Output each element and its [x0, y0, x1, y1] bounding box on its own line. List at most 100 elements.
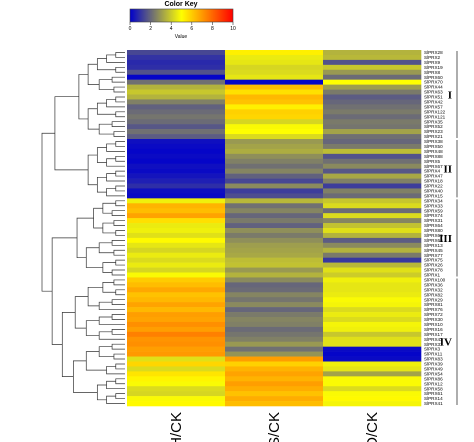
heatmap-cell [323, 104, 422, 110]
heatmap-cell [323, 119, 422, 125]
dendrogram-branch [54, 96, 89, 171]
dendrogram-branch [85, 351, 107, 371]
dendrogram-branch [115, 200, 125, 207]
row-label: SlPRX38 [424, 139, 443, 144]
heatmap-cell [323, 282, 422, 288]
heatmap-cell [323, 346, 422, 352]
heatmap-cell [323, 198, 422, 204]
heatmap-cell [225, 143, 324, 150]
heatmap-cell [225, 69, 324, 76]
heatmap-cell [323, 64, 422, 71]
row-label: SlPRX67 [424, 164, 443, 169]
heatmap-cell [127, 198, 226, 204]
heatmap-cell [225, 381, 324, 387]
heatmap-cell [127, 317, 226, 323]
row-label: SlPRX15 [424, 193, 443, 198]
heatmap-cell [323, 297, 422, 303]
row-label: SlPRX51 [424, 95, 443, 100]
heatmap-cell [323, 376, 422, 382]
row-label: SlPRX17 [424, 332, 443, 337]
heatmap-cell [127, 282, 226, 288]
row-label: SlPRX35 [424, 119, 443, 124]
row-label: SlPRX61 [424, 391, 443, 396]
dendrogram-branch [76, 217, 94, 259]
heatmap-cell [225, 282, 324, 288]
dendrogram-branch [51, 237, 78, 345]
row-label: SlPRX121 [424, 114, 446, 119]
heatmap-cell [127, 148, 226, 155]
row-label: SlPRX86 [424, 376, 443, 381]
heatmap-cell [225, 114, 324, 120]
heatmap-cell [323, 396, 422, 402]
dendrogram-branch [41, 132, 55, 292]
heatmap-cell [127, 267, 226, 273]
heatmap-cell [127, 119, 226, 125]
heatmap-cell [127, 237, 226, 244]
dendrogram-branch [115, 230, 125, 236]
dendrogram-branch [85, 247, 103, 268]
heatmap-cell [225, 198, 324, 204]
heatmap-cell [225, 287, 324, 293]
heatmap-cell [127, 252, 226, 258]
heatmap-cell [225, 188, 324, 194]
heatmap-cell [127, 232, 226, 239]
cluster-label: IV [440, 337, 452, 349]
dendrogram-branch [102, 282, 116, 293]
dendrogram-branch [115, 393, 125, 399]
dendrogram-branch [111, 76, 125, 83]
row-label: SlPRX52 [424, 124, 443, 129]
heatmap-cell [323, 272, 422, 278]
color-key-ticks: 0 2 4 6 8 10 [129, 22, 236, 32]
row-label: SlPRX34 [424, 198, 443, 203]
heatmap-cell [323, 302, 422, 308]
row-label: SlPRX41 [424, 401, 443, 406]
heatmap-cell [127, 321, 226, 328]
heatmap-cell [225, 173, 324, 179]
color-key-tick-label: 2 [149, 26, 152, 32]
heatmap-cell [127, 277, 226, 283]
row-label: SlPRX82 [424, 292, 443, 297]
color-key-tick-label: 6 [190, 26, 193, 32]
heatmap-cell [323, 54, 422, 61]
heatmap-cell [225, 99, 324, 105]
dendrogram-branch [96, 384, 107, 401]
heatmap-cell [127, 163, 226, 169]
dendrogram-branch [115, 66, 125, 73]
dendrogram-branch [93, 207, 103, 229]
row-label: SlPRX57 [424, 104, 443, 109]
row-label: SlPRX21 [424, 134, 443, 139]
row-label: SlPRX39 [424, 362, 443, 367]
heatmap-cell [127, 109, 226, 115]
heatmap-cell [323, 213, 422, 219]
heatmap-cell [127, 74, 226, 80]
heatmap-cell [225, 163, 324, 169]
row-label: SlPRX28 [424, 50, 443, 55]
heatmap-cell [225, 59, 324, 66]
dendrogram-branch [96, 176, 107, 193]
heatmap-cell [225, 331, 324, 338]
heatmap-cell [225, 223, 324, 229]
heatmap-cell [323, 336, 422, 343]
heatmap-cell [323, 242, 422, 249]
dendrogram-branch [113, 353, 125, 360]
heatmap-cell [323, 59, 422, 66]
heatmap-cell [225, 401, 324, 407]
heatmap-cell [323, 312, 422, 318]
heatmap-cell [225, 272, 324, 278]
row-label: SlPRX43 [424, 337, 443, 342]
heatmap-cell [127, 326, 226, 333]
heatmap-cell [225, 84, 324, 90]
heatmap-cell [323, 232, 422, 239]
heatmap-cell [127, 89, 226, 95]
heatmap-cell [323, 188, 422, 194]
row-label: SlPRX40 [424, 189, 443, 194]
heatmap-cell [225, 213, 324, 219]
heatmap-cell [323, 292, 422, 298]
color-key-title: Color Key [164, 1, 197, 8]
dendrogram-branch [98, 301, 125, 310]
heatmap-cell [225, 74, 324, 80]
row-label: SlPRX65 [424, 238, 443, 243]
heatmap-cell [323, 366, 422, 372]
dendrogram-branch [106, 188, 125, 197]
heatmap-cell [323, 326, 422, 333]
